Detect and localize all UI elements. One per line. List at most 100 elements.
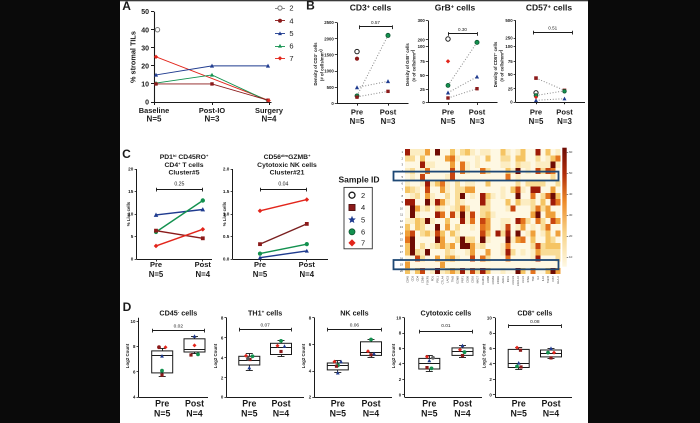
svg-text:4: 4 <box>489 362 492 367</box>
svg-text:CD11b: CD11b <box>496 276 500 285</box>
svg-text:% stromal TILs: % stromal TILs <box>129 31 138 83</box>
svg-text:Density of CD57+ cells: Density of CD57+ cells <box>493 41 499 87</box>
svg-text:CD68: CD68 <box>486 275 490 282</box>
svg-text:Log2 Count: Log2 Count <box>301 343 306 368</box>
svg-text:Pre: Pre <box>442 108 454 117</box>
svg-text:CTLA4: CTLA4 <box>441 276 445 285</box>
svg-text:Post: Post <box>185 399 204 409</box>
svg-text:0.08: 0.08 <box>530 319 540 325</box>
svg-text:CD3: CD3 <box>411 276 415 282</box>
svg-text:25: 25 <box>508 86 513 91</box>
svg-text:Pre: Pre <box>422 399 436 409</box>
svg-text:GrB+ cells: GrB+ cells <box>435 3 476 13</box>
svg-text:Density of GrB+ cells: Density of GrB+ cells <box>405 43 411 86</box>
svg-text:6: 6 <box>289 42 293 51</box>
svg-text:NK cells: NK cells <box>340 309 368 318</box>
svg-text:19: 19 <box>400 263 404 267</box>
svg-text:250: 250 <box>505 36 513 41</box>
svg-text:75: 75 <box>508 59 513 64</box>
svg-text:CD56dimGZMB+: CD56dimGZMB+ <box>264 153 312 161</box>
svg-text:0: 0 <box>331 101 334 106</box>
svg-text:Post: Post <box>469 108 486 117</box>
svg-text:11: 11 <box>400 213 403 217</box>
svg-text:18: 18 <box>400 256 404 260</box>
svg-text:N=4: N=4 <box>300 270 315 279</box>
svg-text:40: 40 <box>141 27 149 34</box>
svg-text:2.0: 2.0 <box>223 167 230 172</box>
svg-text:Post: Post <box>271 399 290 409</box>
svg-text:20: 20 <box>141 63 149 70</box>
svg-text:25: 25 <box>420 87 425 92</box>
svg-text:2: 2 <box>401 156 403 160</box>
svg-text:6: 6 <box>489 346 492 351</box>
svg-text:9: 9 <box>401 200 403 204</box>
svg-text:8: 8 <box>399 331 402 336</box>
svg-text:0.02: 0.02 <box>174 324 184 330</box>
svg-text:0: 0 <box>422 100 425 105</box>
svg-text:8: 8 <box>401 194 403 198</box>
svg-text:CD16: CD16 <box>471 275 475 282</box>
svg-text:Baseline: Baseline <box>139 106 169 115</box>
svg-text:N=5: N=5 <box>511 408 527 418</box>
svg-text:0.30: 0.30 <box>458 27 467 32</box>
svg-text:Cytotoxic cells: Cytotoxic cells <box>421 309 472 318</box>
svg-text:A: A <box>122 0 131 13</box>
svg-text:2: 2 <box>289 4 293 13</box>
svg-text:CD45: CD45 <box>406 275 410 282</box>
svg-text:14: 14 <box>400 231 404 235</box>
svg-text:0.57: 0.57 <box>371 20 380 25</box>
svg-text:N=4: N=4 <box>454 408 470 418</box>
svg-text:5: 5 <box>401 175 403 179</box>
svg-text:Post: Post <box>541 399 560 409</box>
svg-text:0.06: 0.06 <box>350 323 360 329</box>
svg-text:4: 4 <box>361 203 365 212</box>
svg-text:6: 6 <box>133 369 136 374</box>
svg-text:N=4: N=4 <box>363 408 379 418</box>
svg-text:CD8A: CD8A <box>421 276 425 283</box>
svg-text:2: 2 <box>361 191 365 200</box>
svg-text:N=4: N=4 <box>186 408 202 418</box>
svg-text:0: 0 <box>221 395 224 400</box>
svg-text:Log2 Count: Log2 Count <box>482 343 487 368</box>
svg-text:5: 5 <box>131 234 134 239</box>
svg-text:16: 16 <box>400 244 404 248</box>
svg-text:0.25: 0.25 <box>174 182 184 188</box>
svg-text:KLRD1: KLRD1 <box>481 276 485 285</box>
svg-text:50: 50 <box>508 72 513 77</box>
svg-text:N=5: N=5 <box>147 114 162 123</box>
svg-text:Cluster#21: Cluster#21 <box>270 170 305 177</box>
svg-text:Cytotoxic NK cells: Cytotoxic NK cells <box>257 162 317 169</box>
svg-text:PRF1: PRF1 <box>461 276 465 283</box>
svg-text:6: 6 <box>361 228 365 237</box>
svg-text:2500: 2500 <box>324 20 334 25</box>
svg-text:1.0: 1.0 <box>223 212 230 217</box>
svg-text:12: 12 <box>400 219 404 223</box>
svg-text:200: 200 <box>418 37 426 42</box>
svg-text:NKG7: NKG7 <box>476 276 480 284</box>
svg-text:20: 20 <box>569 234 573 238</box>
svg-text:30: 30 <box>569 213 573 217</box>
svg-text:CD45- cells: CD45- cells <box>159 309 197 318</box>
svg-text:KI67: KI67 <box>551 275 555 281</box>
svg-text:100: 100 <box>418 44 426 49</box>
svg-text:N=4: N=4 <box>543 408 559 418</box>
svg-text:IL10: IL10 <box>541 275 545 281</box>
svg-text:CD8+ cells: CD8+ cells <box>517 309 552 318</box>
svg-text:Post: Post <box>556 108 573 117</box>
svg-text:10: 10 <box>141 81 149 88</box>
svg-text:2: 2 <box>489 377 492 382</box>
svg-text:100: 100 <box>505 44 513 49</box>
svg-text:TGFB: TGFB <box>546 276 550 283</box>
svg-text:0.0: 0.0 <box>223 257 230 262</box>
svg-text:Log2 Count: Log2 Count <box>213 343 218 368</box>
svg-text:0.51: 0.51 <box>548 26 557 31</box>
svg-text:LAG3: LAG3 <box>446 275 450 282</box>
svg-text:N=5: N=5 <box>154 408 170 418</box>
svg-text:300: 300 <box>418 18 426 23</box>
svg-text:(# of cells/mm2): (# of cells/mm2) <box>410 49 417 81</box>
svg-text:8: 8 <box>489 331 492 336</box>
svg-text:40: 40 <box>569 192 573 196</box>
svg-text:Log2 Count: Log2 Count <box>391 343 396 368</box>
svg-text:Post-IO: Post-IO <box>199 106 226 115</box>
svg-text:0: 0 <box>399 392 402 397</box>
